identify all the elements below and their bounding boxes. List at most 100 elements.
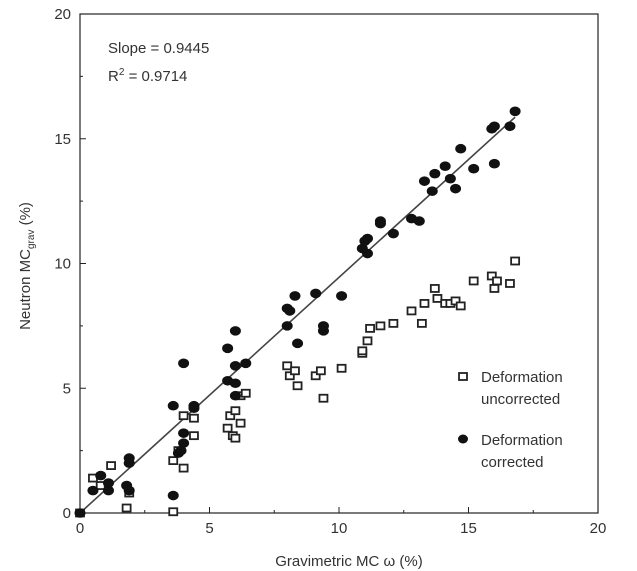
corrected-point <box>439 161 451 171</box>
uncorrected-point <box>225 411 236 421</box>
corrected-point <box>175 445 187 456</box>
uncorrected-point <box>365 323 375 333</box>
corrected-point <box>167 490 179 501</box>
regression-line <box>79 116 516 514</box>
corrected-point <box>123 485 135 496</box>
corrected-point <box>102 478 114 488</box>
corrected-point <box>222 343 234 354</box>
x-tick-label: 5 <box>205 520 213 537</box>
corrected-point <box>444 173 456 184</box>
uncorrected-point <box>375 321 386 331</box>
uncorrected-point <box>510 256 521 266</box>
uncorrected-point <box>282 361 293 371</box>
corrected-point <box>361 248 373 259</box>
uncorrected-point <box>106 461 116 470</box>
uncorrected-point <box>222 423 233 433</box>
uncorrected-point <box>468 276 479 286</box>
uncorrected-point <box>230 433 241 443</box>
corrected-point <box>87 485 99 496</box>
corrected-point <box>178 438 190 448</box>
y-tick-label: 5 <box>63 380 71 397</box>
corrected-point <box>284 306 296 316</box>
corrected-point <box>229 378 241 389</box>
corrected-point <box>102 485 114 496</box>
y-tick-label: 15 <box>54 131 71 148</box>
corrected-point <box>336 291 348 301</box>
legend-marker-uncorrected <box>458 372 468 381</box>
legend-label-corrected-line1: Deformation <box>481 432 563 449</box>
uncorrected-point <box>450 296 461 306</box>
corrected-point <box>374 216 386 226</box>
corrected-point <box>292 338 304 349</box>
legend-marker-corrected <box>458 434 468 444</box>
uncorrected-point <box>455 301 466 311</box>
uncorrected-point <box>168 507 179 517</box>
x-tick-label: 10 <box>331 520 348 537</box>
corrected-point <box>74 508 86 518</box>
corrected-point <box>504 121 516 132</box>
corrected-point <box>387 228 399 239</box>
corrected-point <box>413 216 425 226</box>
corrected-point <box>488 158 500 169</box>
uncorrected-point <box>168 456 179 466</box>
corrected-point <box>188 400 200 411</box>
y-tick-label: 0 <box>63 505 71 522</box>
uncorrected-point <box>336 363 347 373</box>
uncorrected-point <box>388 318 399 328</box>
corrected-point <box>167 400 179 411</box>
corrected-point <box>455 143 467 154</box>
x-axis-title: Gravimetric MC ω (%) <box>275 553 423 570</box>
uncorrected-point <box>505 279 515 288</box>
axis-ticks: 0 5 10 15 20 0 5 10 15 20 <box>54 6 606 537</box>
y-tick-label: 10 <box>54 256 71 273</box>
corrected-point <box>229 360 241 371</box>
uncorrected-point <box>235 418 246 428</box>
uncorrected-point <box>310 371 321 381</box>
legend: Deformation uncorrected Deformation corr… <box>458 369 563 471</box>
corrected-point <box>229 390 241 401</box>
corrected-point <box>317 321 329 331</box>
corrected-point <box>289 291 301 301</box>
uncorrected-point <box>189 413 199 423</box>
corrected-point <box>178 358 190 369</box>
y-tick-label: 20 <box>54 6 71 23</box>
uncorrected-point <box>362 336 373 346</box>
uncorrected-point <box>419 299 430 308</box>
corrected-point <box>426 186 438 196</box>
legend-label-uncorrected-line1: Deformation <box>481 369 563 386</box>
corrected-point <box>240 358 252 369</box>
y-axis-title: Neutron MCgrav (%) <box>17 202 37 330</box>
data-points <box>74 106 521 518</box>
uncorrected-point <box>189 431 199 441</box>
corrected-point <box>229 326 241 336</box>
fit-line-group <box>79 116 516 514</box>
uncorrected-point <box>406 306 417 316</box>
uncorrected-point <box>486 271 497 281</box>
corrected-point <box>429 168 441 179</box>
uncorrected-point <box>315 366 326 376</box>
uncorrected-point <box>416 318 427 328</box>
uncorrected-point <box>178 463 189 473</box>
corrected-point <box>310 288 322 299</box>
corrected-point <box>281 321 293 331</box>
uncorrected-point <box>318 393 329 403</box>
uncorrected-point <box>357 346 368 356</box>
x-tick-label: 20 <box>590 520 607 537</box>
uncorrected-point <box>284 371 295 381</box>
corrected-point <box>95 470 107 481</box>
x-tick-label: 15 <box>460 520 477 537</box>
slope-annotation: Slope = 0.9445 <box>108 40 209 57</box>
uncorrected-point <box>290 366 300 376</box>
uncorrected-point <box>292 381 303 391</box>
uncorrected-point <box>432 294 443 303</box>
legend-label-corrected-line2: corrected <box>481 454 544 471</box>
corrected-point <box>468 163 480 174</box>
uncorrected-point <box>240 388 251 398</box>
uncorrected-point <box>429 284 440 293</box>
corrected-point <box>418 176 430 186</box>
r-squared-annotation: R2 = 0.9714 <box>108 67 187 85</box>
corrected-point <box>509 106 521 117</box>
uncorrected-point <box>489 284 500 293</box>
uncorrected-point <box>230 406 241 416</box>
